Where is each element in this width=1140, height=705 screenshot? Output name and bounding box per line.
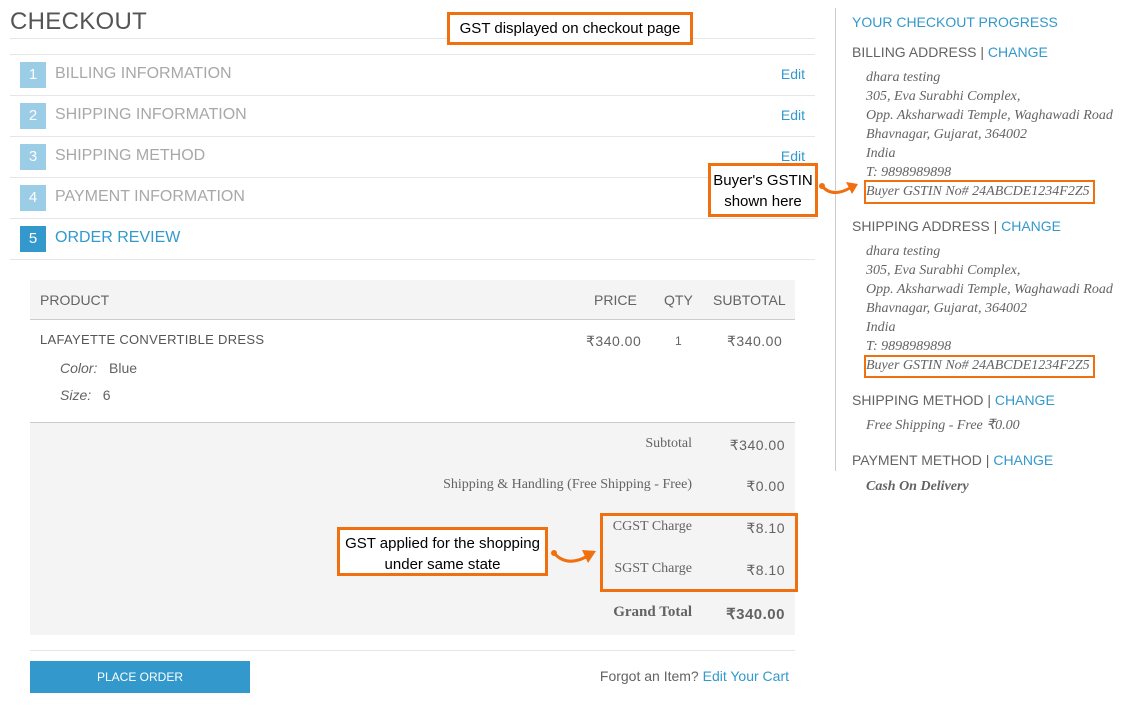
address-line: Bhavnagar, Gujarat, 364002 [866, 301, 1027, 316]
step-number: 2 [20, 103, 46, 129]
divider [10, 38, 815, 39]
divider [10, 259, 815, 260]
edit-link[interactable]: Edit [780, 66, 805, 82]
address-line: Bhavnagar, Gujarat, 364002 [866, 127, 1027, 142]
change-shipping-method-link[interactable]: CHANGE [994, 392, 1055, 408]
header-qty: QTY [664, 292, 693, 308]
address-line: 305, Eva Surabhi Complex, [866, 263, 1021, 278]
forgot-text: Forgot an Item? [599, 668, 699, 684]
payment-method-value: Cash On Delivery [866, 479, 969, 494]
arrow-icon [819, 182, 858, 194]
highlight-gst-charges [600, 513, 798, 592]
shipping-heading: SHIPPING ADDRESS | CHANGE [852, 218, 1062, 234]
place-order-button[interactable]: PLACE ORDER [30, 661, 250, 693]
option-color: Color: Blue [60, 360, 137, 376]
edit-link[interactable]: Edit [780, 107, 805, 123]
step-billing-information[interactable]: 1 BILLING INFORMATION Edit [10, 54, 815, 95]
buyer-gstin: Buyer GSTIN No# 24ABCDE1234F2Z5 [866, 358, 1090, 373]
heading-text: PAYMENT METHOD [852, 452, 982, 468]
option-label: Size: [60, 387, 92, 403]
heading-text: SHIPPING ADDRESS [852, 218, 990, 234]
step-label: SHIPPING METHOD [55, 147, 206, 164]
step-number: 4 [20, 185, 46, 211]
totals-label-cgst: CGST Charge [612, 519, 692, 534]
address-line: 305, Eva Surabhi Complex, [866, 89, 1021, 104]
option-label: Color: [60, 360, 98, 376]
option-size: Size: 6 [60, 387, 111, 403]
totals-label-grand: Grand Total [613, 604, 692, 620]
option-value: Blue [109, 360, 138, 376]
sidebar-title: YOUR CHECKOUT PROGRESS [852, 14, 1058, 30]
step-number: 3 [20, 144, 46, 170]
divider [10, 218, 815, 219]
address-line: dhara testing [866, 244, 941, 259]
product-name: LAFAYETTE CONVERTIBLE DRESS [40, 332, 265, 347]
option-value: 6 [102, 387, 111, 403]
heading-text: SHIPPING METHOD [852, 392, 984, 408]
totals-value-subtotal: ₹340.00 [729, 437, 785, 453]
step-shipping-method[interactable]: 3 SHIPPING METHOD Edit [10, 136, 815, 177]
address-line: dhara testing [866, 70, 941, 85]
buyer-gstin: Buyer GSTIN No# 24ABCDE1234F2Z5 [866, 184, 1090, 199]
billing-heading: BILLING ADDRESS | CHANGE [852, 44, 1048, 60]
header-product: PRODUCT [40, 292, 110, 308]
billing-address: dhara testing 305, Eva Surabhi Complex, … [866, 68, 1113, 201]
address-line: Opp. Aksharwadi Temple, Waghawadi Road [866, 282, 1113, 297]
divider [30, 650, 795, 651]
payment-method-heading: PAYMENT METHOD | CHANGE [852, 452, 1054, 468]
sidebar-divider [835, 8, 836, 471]
step-payment-information[interactable]: 4 PAYMENT INFORMATION [10, 177, 815, 218]
step-label: SHIPPING INFORMATION [55, 106, 247, 123]
product-subtotal: ₹340.00 [727, 333, 783, 349]
address-line: T: 9898989898 [866, 165, 952, 180]
change-payment-method-link[interactable]: CHANGE [993, 452, 1054, 468]
change-billing-link[interactable]: CHANGE [987, 44, 1048, 60]
edit-cart-link[interactable]: Edit Your Cart [702, 668, 789, 684]
totals-value-sgst: ₹8.10 [746, 562, 785, 578]
address-line: T: 9898989898 [866, 339, 952, 354]
annotation-gstin: Buyer's GSTIN shown here [708, 163, 818, 217]
annotation-top: GST displayed on checkout page [447, 12, 693, 45]
product-qty: 1 [675, 334, 682, 348]
header-subtotal: SUBTOTAL [713, 292, 786, 308]
totals-label-subtotal: Subtotal [645, 436, 692, 451]
totals-value-cgst: ₹8.10 [746, 520, 785, 536]
annotation-gst: GST applied for the shopping under same … [337, 527, 548, 576]
step-shipping-information[interactable]: 2 SHIPPING INFORMATION Edit [10, 95, 815, 136]
step-label: BILLING INFORMATION [55, 65, 232, 82]
totals-value-grand: ₹340.00 [726, 606, 785, 623]
step-label: ORDER REVIEW [55, 229, 181, 246]
edit-link[interactable]: Edit [780, 148, 805, 164]
divider [10, 95, 815, 96]
table-header [30, 280, 795, 320]
divider [10, 54, 815, 55]
product-price: ₹340.00 [586, 333, 642, 349]
heading-text: BILLING ADDRESS [852, 44, 977, 60]
page-title: CHECKOUT [10, 8, 148, 35]
step-number: 1 [20, 62, 46, 88]
arrow-icon [551, 550, 596, 563]
totals-value-shipping: ₹0.00 [746, 478, 785, 494]
step-order-review[interactable]: 5 ORDER REVIEW [10, 218, 815, 259]
change-shipping-link[interactable]: CHANGE [1001, 218, 1062, 234]
highlight-shipping-gstin [864, 355, 1095, 378]
forgot-item: Forgot an Item? Edit Your Cart [600, 668, 789, 684]
address-line: India [866, 146, 896, 161]
step-label: PAYMENT INFORMATION [55, 188, 245, 205]
totals-label-shipping: Shipping & Handling (Free Shipping - Fre… [443, 477, 692, 492]
header-price: PRICE [594, 292, 637, 308]
step-number: 5 [20, 226, 46, 252]
shipping-method-heading: SHIPPING METHOD | CHANGE [852, 392, 1055, 408]
shipping-method-value: Free Shipping - Free ₹0.00 [866, 418, 1020, 433]
divider [10, 177, 815, 178]
totals-label-sgst: SGST Charge [614, 561, 692, 576]
divider [10, 136, 815, 137]
highlight-billing-gstin [864, 180, 1095, 204]
address-line: India [866, 320, 896, 335]
address-line: Opp. Aksharwadi Temple, Waghawadi Road [866, 108, 1113, 123]
shipping-address: dhara testing 305, Eva Surabhi Complex, … [866, 242, 1113, 375]
